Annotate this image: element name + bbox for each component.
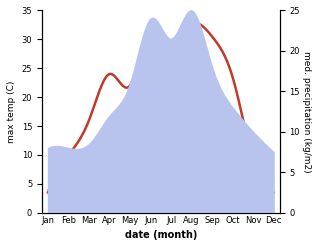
Y-axis label: max temp (C): max temp (C) (7, 80, 16, 143)
Y-axis label: med. precipitation (kg/m2): med. precipitation (kg/m2) (302, 51, 311, 172)
X-axis label: date (month): date (month) (125, 230, 197, 240)
